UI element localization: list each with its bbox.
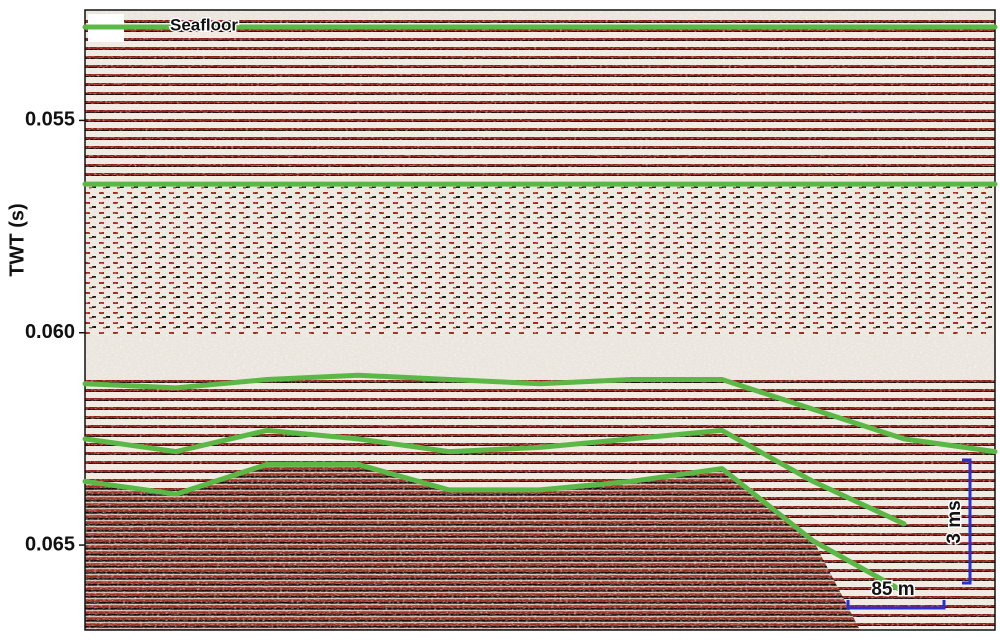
vertical-scale-bar [962, 458, 972, 585]
horizon-line [82, 427, 907, 527]
horizon-line [82, 461, 907, 595]
y-tick-label: 0.055 [25, 109, 75, 131]
vertical-scale-label: 3 ms [944, 500, 965, 543]
seismic-image [85, 10, 995, 630]
y-axis-label: TWT (s) [6, 203, 28, 276]
horizon-line [82, 372, 998, 455]
y-tick-label: 0.065 [25, 533, 75, 555]
scale-bars: 3 ms 85 m [846, 458, 972, 610]
noise-overlay [85, 10, 995, 630]
horizontal-scale-label: 85 m [871, 579, 914, 600]
horizontal-scale-bar [846, 600, 946, 610]
seafloor-label: Seafloor [170, 15, 238, 34]
y-tick-label: 0.060 [25, 321, 75, 343]
plot-frame [84, 9, 996, 631]
